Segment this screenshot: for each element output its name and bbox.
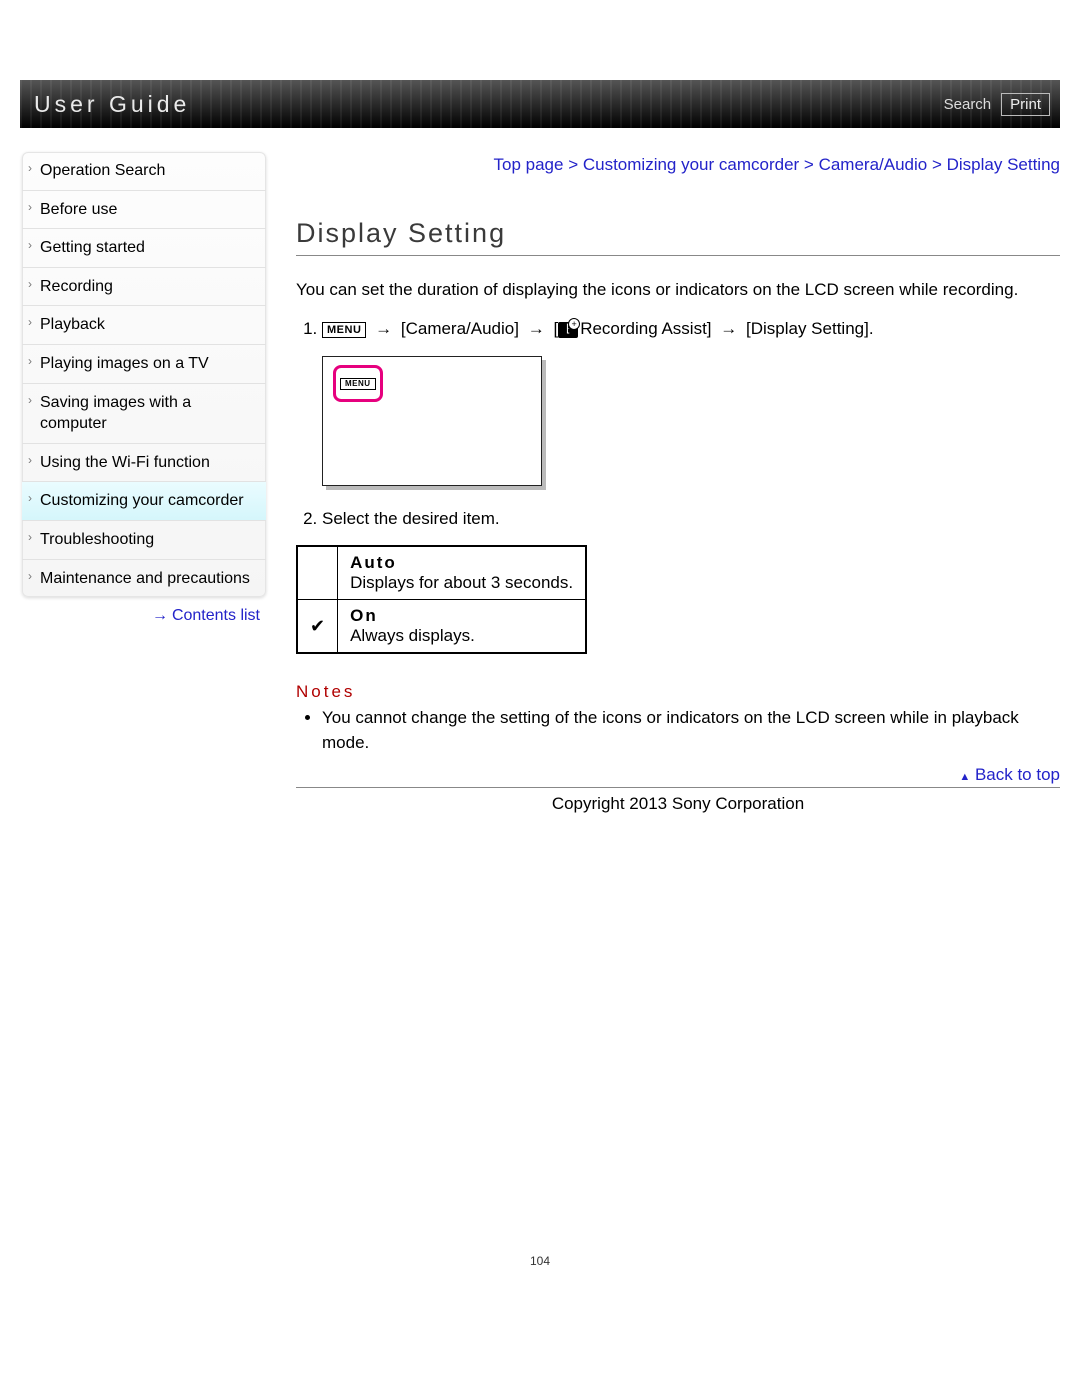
title-divider	[296, 255, 1060, 256]
copyright: Copyright 2013 Sony Corporation	[296, 794, 1060, 814]
print-button[interactable]: Print	[1001, 93, 1050, 116]
options-table: AutoDisplays for about 3 seconds.✔OnAlwa…	[296, 545, 587, 654]
step1-seg3: [Display Setting].	[746, 319, 874, 338]
notes-list: You cannot change the setting of the ico…	[296, 706, 1060, 755]
sidebar-item[interactable]: Maintenance and precautions	[22, 560, 266, 598]
sidebar-item[interactable]: Before use	[22, 191, 266, 230]
contents-list-link[interactable]: →Contents list	[22, 597, 266, 625]
arrow-right-icon: →	[152, 607, 168, 624]
option-cell: AutoDisplays for about 3 seconds.	[338, 546, 587, 600]
notes-heading: Notes	[296, 682, 1060, 702]
sidebar-item[interactable]: Saving images with a computer	[22, 384, 266, 444]
triangle-up-icon: ▲	[959, 771, 970, 783]
sidebar: Operation SearchBefore useGetting starte…	[20, 136, 266, 814]
menu-icon: MENU	[340, 378, 376, 390]
arrow-right-icon: →	[720, 316, 737, 342]
header-bar: User Guide Search Print	[20, 80, 1060, 128]
table-row: ✔OnAlways displays.	[297, 600, 586, 654]
sidebar-item[interactable]: Recording	[22, 268, 266, 307]
app-title: User Guide	[34, 91, 190, 118]
sidebar-item[interactable]: Getting started	[22, 229, 266, 268]
lcd-illustration: MENU	[322, 356, 542, 486]
sidebar-item[interactable]: Operation Search	[22, 152, 266, 191]
sidebar-item[interactable]: Customizing your camcorder	[22, 482, 266, 521]
sidebar-item[interactable]: Playback	[22, 306, 266, 345]
nav-list: Operation SearchBefore useGetting starte…	[22, 152, 266, 597]
option-cell: OnAlways displays.	[338, 600, 587, 654]
sidebar-item[interactable]: Using the Wi-Fi function	[22, 444, 266, 483]
sidebar-item[interactable]: Playing images on a TV	[22, 345, 266, 384]
option-checkmark	[297, 546, 338, 600]
option-checkmark: ✔	[297, 600, 338, 654]
breadcrumb[interactable]: Top page > Customizing your camcorder > …	[296, 152, 1060, 178]
page-number: 104	[20, 1254, 1060, 1268]
recording-assist-icon: ⁅	[558, 322, 578, 338]
arrow-right-icon: →	[528, 316, 545, 342]
intro-text: You can set the duration of displaying t…	[296, 278, 1060, 303]
back-to-top-link[interactable]: ▲ Back to top	[296, 765, 1060, 785]
step1-seg1: [Camera/Audio]	[401, 319, 519, 338]
menu-icon: MENU	[322, 322, 366, 338]
arrow-right-icon: →	[375, 316, 392, 342]
sidebar-item[interactable]: Troubleshooting	[22, 521, 266, 560]
contents-list-label: Contents list	[172, 607, 260, 624]
option-desc: Always displays.	[350, 626, 573, 646]
table-row: AutoDisplays for about 3 seconds.	[297, 546, 586, 600]
back-to-top-label: Back to top	[975, 765, 1060, 784]
option-desc: Displays for about 3 seconds.	[350, 573, 573, 593]
search-link[interactable]: Search	[944, 96, 992, 113]
page-title: Display Setting	[296, 218, 1060, 249]
option-name: Auto	[350, 553, 573, 573]
footer-divider	[296, 787, 1060, 788]
step-1: MENU → [Camera/Audio] → [⁅Recording Assi…	[322, 316, 1060, 486]
option-name: On	[350, 606, 573, 626]
note-item: You cannot change the setting of the ico…	[322, 706, 1060, 755]
step1-seg2: Recording Assist]	[580, 319, 711, 338]
step-2: Select the desired item.	[322, 506, 1060, 532]
menu-highlight: MENU	[333, 365, 383, 403]
main-content: Top page > Customizing your camcorder > …	[266, 136, 1060, 814]
